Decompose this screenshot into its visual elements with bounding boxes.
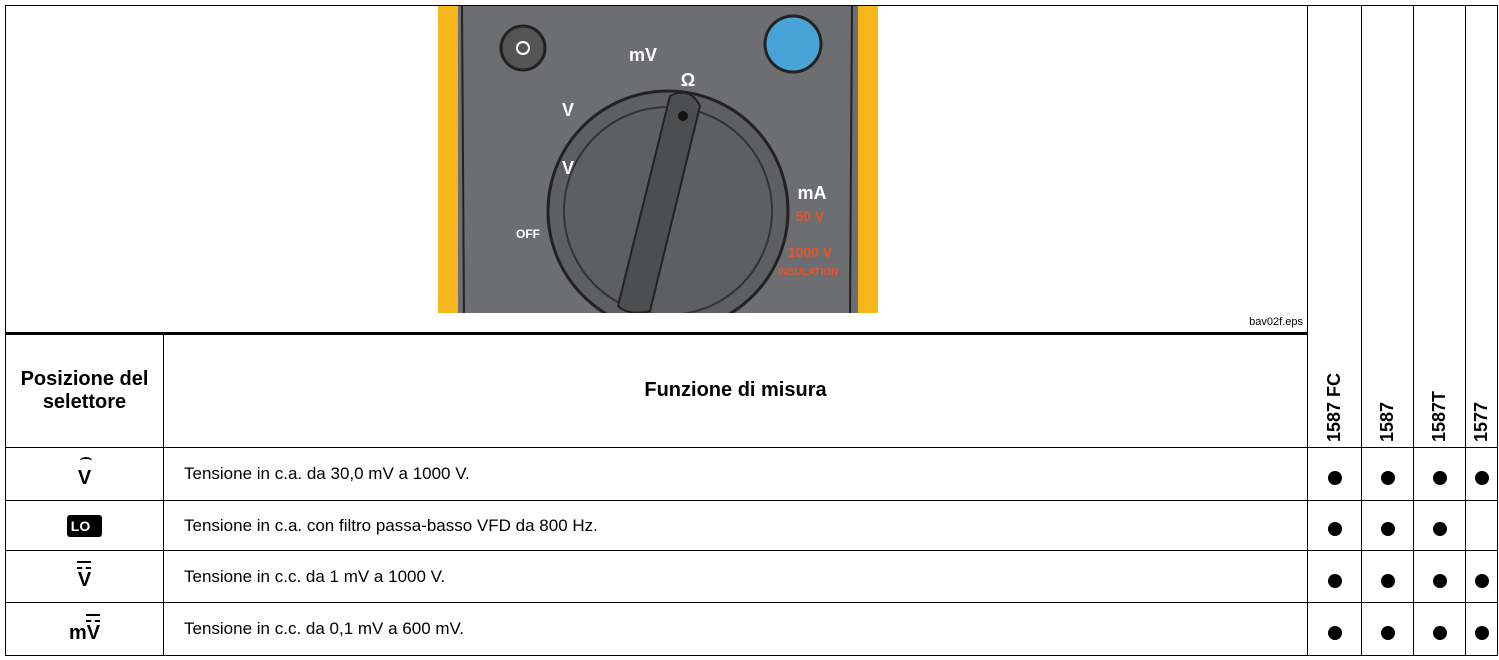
availability-dot [1433, 522, 1447, 536]
selector-symbol: V [5, 550, 164, 603]
symbol: V [78, 561, 91, 592]
model-name: 1587 [1377, 402, 1398, 442]
model-header: 1587 [1361, 5, 1414, 448]
model-cell [1307, 602, 1362, 656]
dial-label: mA [797, 183, 826, 203]
model-header: 1577 [1465, 5, 1498, 448]
header-position: Posizione del selettore [5, 333, 164, 448]
model-name: 1587 FC [1324, 373, 1345, 442]
model-name: 1577 [1471, 402, 1492, 442]
availability-dot [1433, 471, 1447, 485]
availability-dot [1381, 522, 1395, 536]
model-cell [1361, 500, 1414, 551]
dial-label: mV [629, 45, 657, 65]
model-cell [1465, 550, 1498, 603]
function-text: Tensione in c.a. con filtro passa-basso … [163, 500, 1308, 551]
function-text: Tensione in c.c. da 0,1 mV a 600 mV. [163, 602, 1308, 656]
symbol: LO [67, 515, 102, 537]
figure-cell: mV V Ω V mA OFF 50 V 1000 V INSULATION b… [5, 5, 1308, 335]
availability-dot [1475, 574, 1489, 588]
function-text: Tensione in c.a. da 30,0 mV a 1000 V. [163, 447, 1308, 501]
model-cell [1465, 500, 1498, 551]
model-cell [1465, 602, 1498, 656]
selector-symbol: mV [5, 602, 164, 656]
model-cell [1307, 550, 1362, 603]
model-cell [1307, 500, 1362, 551]
selector-symbol: V [5, 447, 164, 501]
model-cell [1413, 500, 1466, 551]
dial-label: OFF [516, 227, 540, 241]
model-cell [1413, 550, 1466, 603]
availability-dot [1381, 626, 1395, 640]
availability-dot [1475, 471, 1489, 485]
model-header: 1587T [1413, 5, 1466, 448]
dial-label: V [562, 100, 574, 120]
availability-dot [1433, 574, 1447, 588]
model-cell [1465, 447, 1498, 501]
dial-label: 1000 V [788, 244, 833, 260]
symbol: V [78, 459, 91, 490]
dial-label: Ω [681, 70, 695, 90]
availability-dot [1381, 471, 1395, 485]
figure-caption: bav02f.eps [1249, 316, 1303, 328]
model-name: 1587T [1429, 391, 1450, 442]
header-function: Funzione di misura [163, 333, 1308, 448]
availability-dot [1328, 574, 1342, 588]
function-text: Tensione in c.c. da 1 mV a 1000 V. [163, 550, 1308, 603]
model-cell [1413, 447, 1466, 501]
availability-dot [1475, 626, 1489, 640]
dial-label: INSULATION [778, 267, 838, 278]
symbol: mV [69, 614, 100, 645]
availability-dot [1328, 522, 1342, 536]
model-cell [1361, 602, 1414, 656]
page: mV V Ω V mA OFF 50 V 1000 V INSULATION b… [0, 0, 1499, 660]
model-cell [1361, 447, 1414, 501]
model-cell [1307, 447, 1362, 501]
selector-symbol: LO [5, 500, 164, 551]
model-cell [1413, 602, 1466, 656]
availability-dot [1328, 626, 1342, 640]
model-cell [1361, 550, 1414, 603]
model-header: 1587 FC [1307, 5, 1362, 448]
dial-label: 50 V [796, 208, 825, 224]
availability-dot [1328, 471, 1342, 485]
dial-label: V [562, 158, 574, 178]
availability-dot [1381, 574, 1395, 588]
availability-dot [1433, 626, 1447, 640]
dial-figure: mV V Ω V mA OFF 50 V 1000 V INSULATION [438, 6, 878, 313]
